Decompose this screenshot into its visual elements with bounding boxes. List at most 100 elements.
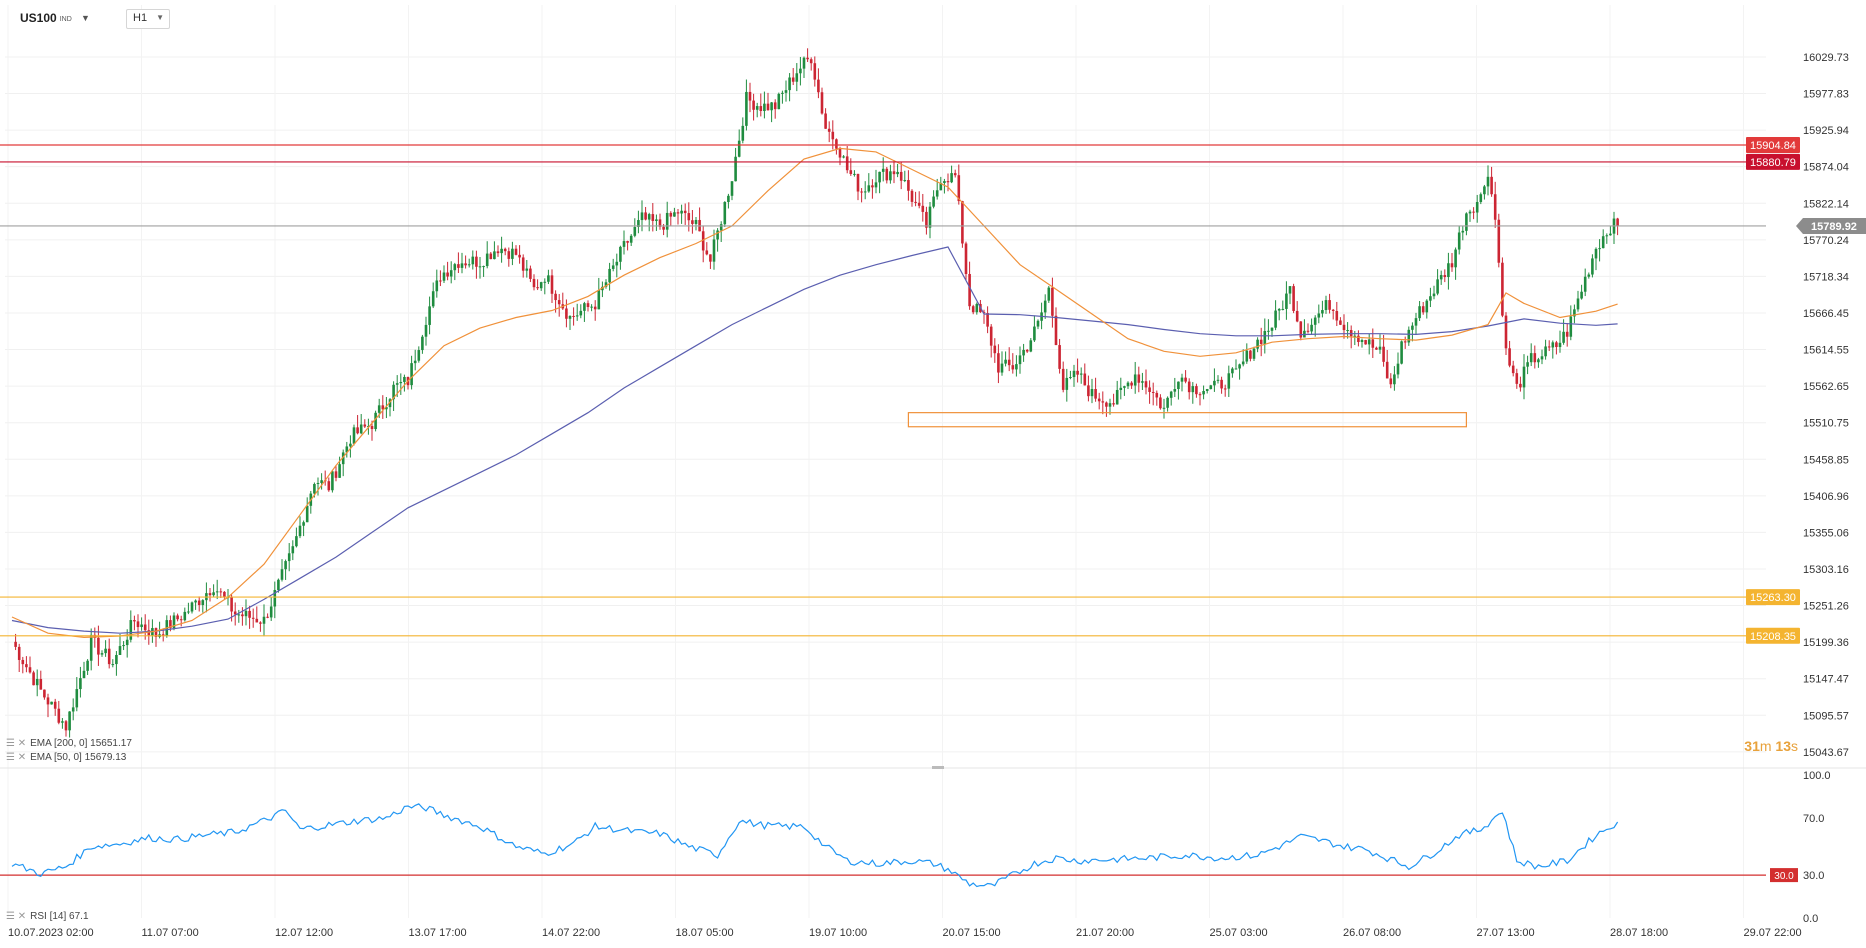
- candle-body: [536, 287, 539, 289]
- candle-body: [554, 293, 557, 301]
- candle-body: [716, 230, 719, 240]
- candle-body: [1331, 309, 1335, 311]
- symbol-name[interactable]: US100 IND: [20, 11, 72, 25]
- time-axis-label: 25.07 03:00: [1210, 927, 1268, 939]
- rsi-value: 67.1: [69, 911, 89, 922]
- timeframe-select[interactable]: H1 ▼: [126, 9, 170, 29]
- time-axis-label: 26.07 08:00: [1343, 927, 1401, 939]
- candle-body: [377, 405, 381, 413]
- candle-body: [1133, 374, 1137, 386]
- ema50-value: 15679.13: [84, 752, 127, 763]
- level-price-label: 15208.35: [1750, 631, 1796, 643]
- candle-body: [1047, 287, 1051, 301]
- candle-body: [532, 278, 536, 288]
- candle-body: [1198, 394, 1202, 396]
- candle-body: [1292, 286, 1295, 311]
- candle-body: [773, 102, 777, 110]
- candle-body: [345, 446, 349, 453]
- candle-body: [1540, 356, 1544, 360]
- candle-body: [1457, 232, 1461, 250]
- candle-body: [244, 610, 248, 617]
- candle-body: [428, 306, 431, 325]
- candle-body: [1403, 341, 1407, 343]
- candle-body: [1123, 386, 1126, 388]
- candle-body: [255, 618, 259, 623]
- time-axis-label: 29.07 22:00: [1744, 927, 1802, 939]
- symbol-dropdown-icon[interactable]: ▼: [81, 13, 90, 23]
- candle-body: [1025, 349, 1029, 352]
- price-axis-label: 15977.83: [1803, 89, 1849, 101]
- candle-body: [424, 324, 428, 337]
- candle-body: [737, 140, 741, 157]
- candle-body: [43, 689, 46, 698]
- candle-body: [1389, 378, 1393, 385]
- candle-body: [975, 303, 979, 313]
- price-axis-label: 15822.14: [1803, 198, 1849, 210]
- candle-body: [863, 191, 867, 193]
- pane-resize-handle: [932, 766, 944, 769]
- candle-body: [950, 173, 953, 183]
- candle-body: [511, 248, 514, 259]
- candle-body: [1112, 403, 1115, 405]
- candle-body: [1137, 374, 1141, 383]
- candle-body: [806, 57, 809, 60]
- candle-body: [860, 191, 863, 193]
- price-axis-label: 15510.75: [1803, 418, 1849, 430]
- candle-body: [104, 648, 107, 654]
- candle-body: [57, 708, 61, 723]
- candle-body: [1385, 361, 1389, 379]
- candle-body: [1324, 300, 1328, 311]
- level-price-label: 15904.84: [1750, 140, 1796, 152]
- candle-body: [835, 139, 838, 149]
- candle-body: [136, 621, 140, 628]
- candle-body: [291, 546, 295, 554]
- rsi-axis-label: 100.0: [1803, 770, 1831, 782]
- candle-body: [518, 254, 521, 258]
- candle-body: [1400, 341, 1403, 364]
- candle-body: [89, 634, 93, 661]
- candle-body: [1454, 249, 1457, 268]
- price-axis-label: 15303.16: [1803, 564, 1849, 576]
- candle-body: [943, 181, 946, 183]
- candle-body: [17, 646, 21, 660]
- candle-body: [1223, 388, 1227, 390]
- time-axis-label: 14.07 22:00: [542, 927, 600, 939]
- settings-icon[interactable]: ☰ ✕: [6, 738, 27, 749]
- candle-body: [295, 536, 298, 547]
- candle-body: [122, 645, 125, 647]
- candle-body: [1598, 248, 1601, 250]
- candle-body: [1072, 370, 1076, 378]
- candle-body: [475, 256, 478, 267]
- candle-body: [1475, 202, 1479, 213]
- candle-body: [1231, 368, 1234, 374]
- candle-body: [32, 672, 35, 686]
- settings-icon[interactable]: ☰ ✕: [6, 911, 27, 922]
- candle-body: [662, 226, 665, 230]
- candle-body: [464, 263, 467, 266]
- rsi-axis-label: 30.0: [1803, 870, 1824, 882]
- candle-body: [1436, 279, 1439, 294]
- candle-body: [194, 600, 197, 603]
- candle-body: [1295, 310, 1299, 322]
- candle-body: [763, 103, 766, 112]
- candle-body: [939, 182, 943, 191]
- level-price-tag: [1746, 589, 1800, 606]
- candle-body: [453, 264, 457, 271]
- candle-body: [921, 205, 925, 212]
- candle-body: [370, 426, 374, 430]
- candle-body: [889, 171, 892, 181]
- price-axis-label: 15043.67: [1803, 747, 1849, 759]
- candle-body: [529, 268, 532, 279]
- candle-body: [1281, 308, 1285, 310]
- candle-body: [640, 212, 644, 221]
- settings-icon[interactable]: ☰ ✕: [6, 752, 27, 763]
- candle-body: [1605, 235, 1609, 237]
- candle-body: [500, 248, 503, 254]
- rsi-label: RSI [14]: [30, 911, 67, 922]
- candle-body: [907, 180, 910, 191]
- candle-body: [813, 63, 817, 80]
- candle-body: [1216, 379, 1220, 381]
- price-axis-label: 15458.85: [1803, 454, 1849, 466]
- candle-body: [147, 630, 151, 636]
